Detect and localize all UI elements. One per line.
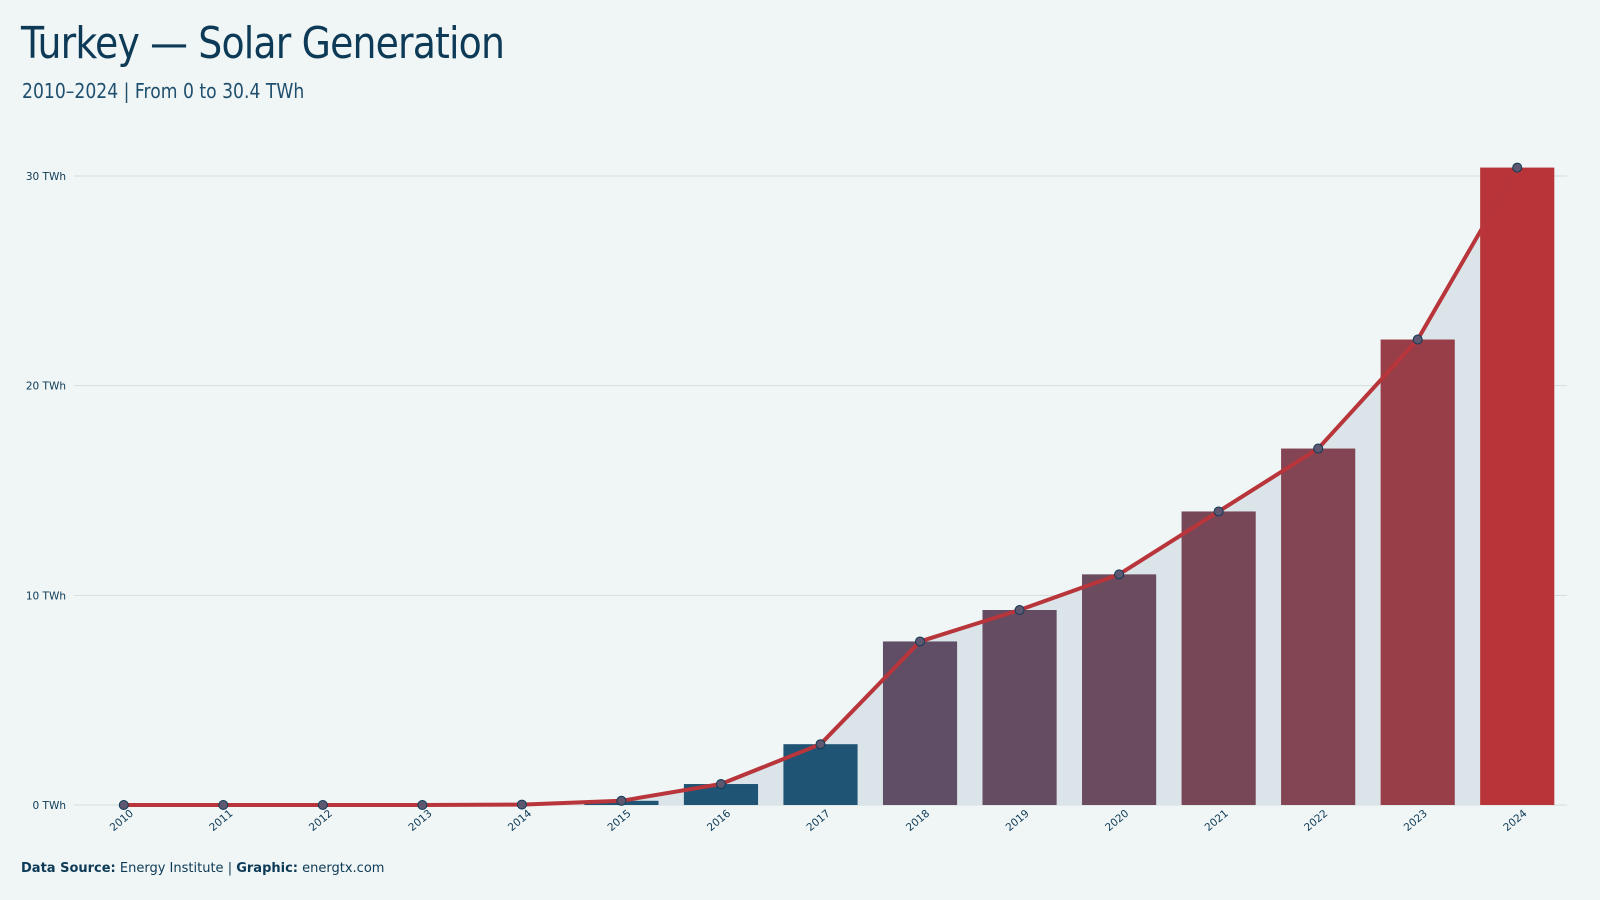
marker-2021	[1213, 506, 1224, 517]
marker-2020	[1114, 569, 1125, 580]
marker-2012	[317, 800, 328, 810]
area-layer	[123, 167, 1518, 806]
bar-2024	[1480, 167, 1555, 806]
x-tick-label: 2019	[1004, 808, 1032, 834]
graphic-label: Graphic:	[236, 861, 298, 876]
bar-2020	[1082, 574, 1157, 805]
marker-2018	[915, 636, 926, 647]
marker-2014	[516, 799, 527, 810]
x-tick-label: 2012	[307, 808, 335, 834]
marker-2011	[218, 800, 229, 810]
y-tick-label: 0 TWh	[33, 800, 66, 812]
chart-title: Turkey — Solar Generation	[21, 18, 505, 69]
area-fill	[123, 167, 1518, 806]
marker-2019	[1014, 605, 1025, 615]
x-tick-label: 2014	[506, 807, 534, 834]
graphic-value: energtx.com	[302, 861, 385, 876]
y-tick-label: 30 TWh	[26, 171, 66, 183]
marker-2023	[1412, 334, 1423, 345]
chart-subtitle: 2010–2024 | From 0 to 30.4 TWh	[22, 79, 305, 103]
x-tick-label: 2016	[705, 807, 733, 834]
y-axis-ticks: 0 TWh 10 TWh 20 TWh 30 TWh	[26, 171, 66, 812]
y-tick-label: 20 TWh	[26, 381, 66, 393]
bar-2019	[982, 610, 1057, 805]
x-tick-label: 2018	[904, 808, 932, 834]
source-value: Energy Institute	[119, 861, 224, 876]
x-tick-label: 2010	[108, 808, 136, 834]
y-tick-label: 10 TWh	[26, 590, 66, 602]
marker-2015	[616, 795, 627, 806]
x-tick-label: 2017	[804, 808, 832, 834]
x-axis-ticks: 2010 2011 2012 2013 2014 2015 2016 2017 2018 2019…	[108, 807, 1530, 834]
x-tick-label: 2024	[1501, 807, 1529, 834]
marker-2016	[715, 779, 726, 790]
bar-layer	[484, 167, 1555, 806]
x-tick-label: 2015	[605, 808, 633, 834]
bar-2021	[1181, 511, 1256, 805]
source-label: Data Source:	[21, 861, 116, 876]
marker-2010	[118, 800, 129, 810]
marker-2013	[417, 800, 428, 810]
bar-2016	[683, 784, 759, 805]
x-tick-label: 2020	[1103, 808, 1131, 834]
bar-2023	[1380, 339, 1455, 805]
marker-2024	[1512, 162, 1523, 173]
marker-2022	[1313, 443, 1324, 454]
marker-layer	[118, 162, 1523, 810]
x-tick-label: 2023	[1402, 808, 1430, 834]
x-tick-label: 2021	[1203, 808, 1231, 834]
marker-2017	[815, 739, 826, 750]
footer-separator: |	[227, 861, 233, 876]
x-tick-label: 2022	[1302, 808, 1330, 834]
footer-credits: Data Source: Energy Institute | Graphic:…	[21, 861, 384, 876]
x-tick-label: 2013	[406, 808, 434, 834]
x-tick-label: 2011	[207, 808, 235, 834]
bar-2022	[1281, 448, 1356, 805]
